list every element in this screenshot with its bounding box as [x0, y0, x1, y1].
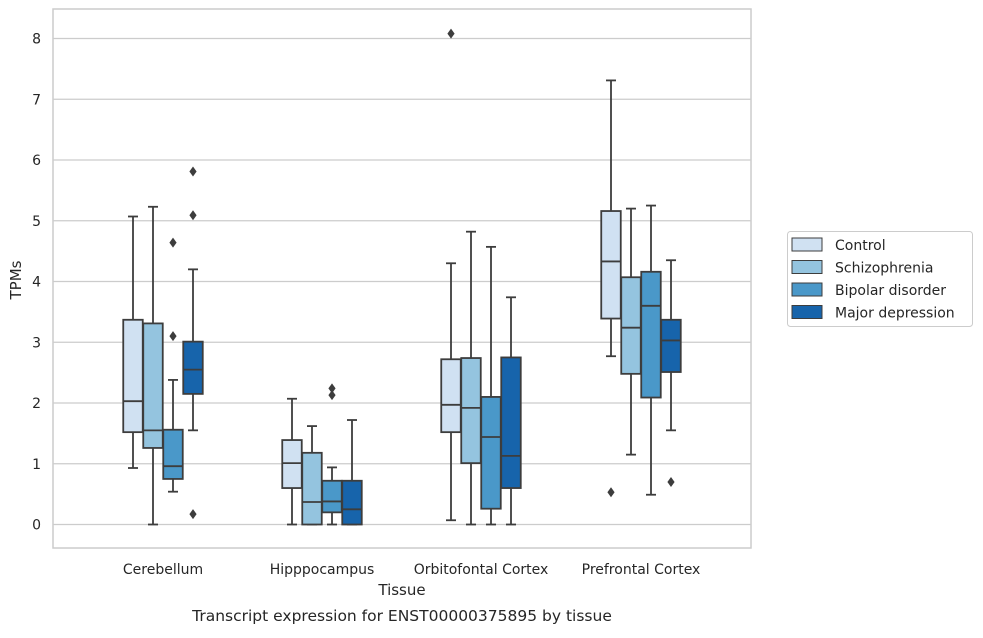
box-body	[440, 358, 462, 434]
box-2-3	[500, 296, 522, 526]
box-0-1	[142, 205, 164, 526]
box-2-1	[460, 230, 482, 526]
box-3-2	[640, 204, 662, 496]
legend-label: Bipolar disorder	[835, 283, 946, 299]
y-axis-title: TPMs	[7, 260, 25, 300]
x-tick-label: Prefrontal Cortex	[582, 562, 701, 578]
box-body	[600, 210, 622, 320]
y-tick-label: 3	[32, 335, 41, 351]
legend-label: Major depression	[835, 306, 955, 322]
box-1-1	[301, 425, 323, 526]
y-tick-labels: 0 1 2 3 4 5 6 7 8	[32, 32, 41, 534]
box-body	[162, 428, 184, 480]
x-tick-labels: Cerebellum Hipppocampus Orbitofontal Corte…	[123, 562, 700, 578]
y-tick-label: 4	[32, 275, 41, 291]
y-tick-label: 5	[32, 214, 41, 230]
box-body	[341, 479, 363, 526]
outlier-point	[189, 509, 197, 520]
legend-label: Schizophrenia	[835, 261, 933, 277]
outlier-point	[169, 237, 177, 248]
legend-frame	[787, 231, 973, 327]
outlier-point	[667, 476, 675, 487]
box-3-1	[620, 207, 642, 456]
box-body	[182, 340, 204, 395]
box-body	[640, 270, 662, 399]
box-body	[142, 322, 164, 449]
box-0-0	[122, 215, 144, 469]
box-1-3	[341, 419, 363, 526]
box-3-0	[600, 79, 622, 498]
box-0-3	[182, 166, 204, 520]
x-tick-label: Cerebellum	[123, 562, 203, 578]
outlier-point	[447, 28, 455, 39]
y-tick-label: 7	[32, 92, 41, 108]
chart-caption: Transcript expression for ENST0000037589…	[191, 607, 612, 625]
legend: Control Schizophrenia Bipolar disorder Majo…	[787, 231, 973, 327]
box-body	[480, 396, 502, 510]
x-tick-label: Orbitofontal Cortex	[414, 562, 549, 578]
outlier-point	[189, 166, 197, 177]
y-tick-label: 1	[32, 457, 41, 473]
outlier-point	[189, 210, 197, 221]
box-body	[301, 451, 323, 526]
outlier-point	[328, 390, 336, 401]
legend-swatch	[791, 237, 823, 252]
box-body	[281, 439, 303, 489]
box-3-3	[660, 259, 682, 487]
outlier-point	[328, 383, 336, 394]
box-body	[620, 276, 642, 375]
box-body	[122, 318, 144, 434]
box-1-0	[281, 397, 303, 526]
boxes	[122, 28, 682, 526]
y-tick-label: 8	[32, 32, 41, 48]
outlier-point	[169, 331, 177, 342]
x-tick-label: Hipppocampus	[270, 562, 375, 578]
legend-swatch	[791, 282, 823, 297]
box-body	[500, 356, 522, 489]
x-axis-title: Tissue	[377, 581, 425, 599]
box-2-0	[440, 28, 462, 522]
y-tick-label: 6	[32, 153, 41, 169]
box-1-2	[321, 383, 343, 526]
box-body	[321, 479, 343, 514]
legend-swatch	[791, 305, 823, 319]
box-0-2	[162, 237, 184, 493]
legend-swatch	[791, 260, 823, 274]
legend-label: Control	[835, 238, 886, 254]
box-2-2	[480, 245, 502, 526]
y-tick-label: 2	[32, 396, 41, 412]
box-body	[460, 357, 482, 465]
box-body	[660, 318, 682, 373]
outlier-point	[607, 487, 615, 498]
plot-frame	[52, 8, 752, 549]
y-tick-label: 0	[32, 518, 41, 534]
